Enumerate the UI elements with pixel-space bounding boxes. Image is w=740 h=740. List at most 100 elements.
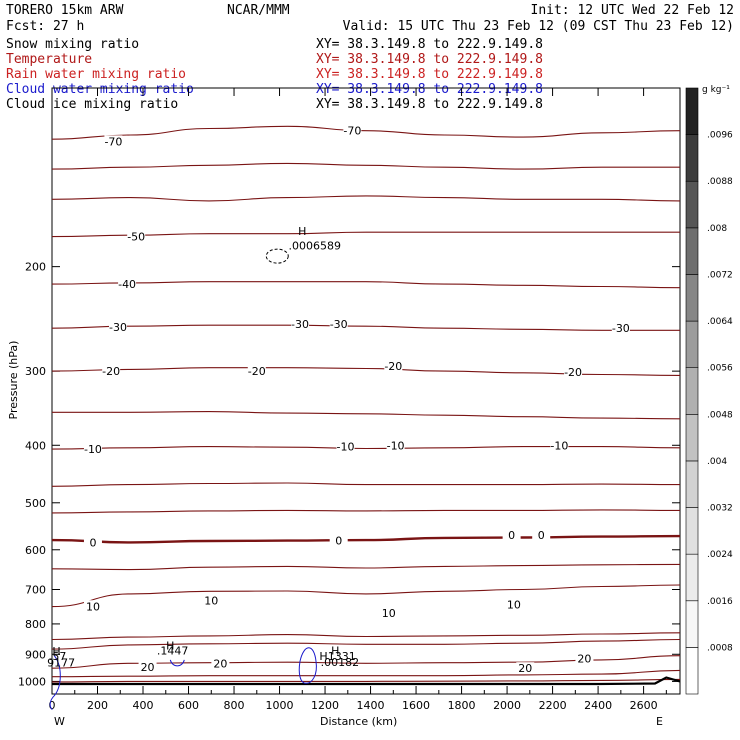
field-list: Snow mixing ratio XY= 38.3.149.8 to 222.9… bbox=[6, 37, 543, 112]
temperature-label: -20 bbox=[564, 366, 582, 379]
temperature-contour bbox=[51, 324, 680, 331]
colorbar-swatch bbox=[685, 600, 699, 648]
y-tick-label: 700 bbox=[25, 584, 46, 597]
y-tick-label: 1000 bbox=[18, 675, 46, 688]
contour-label-bg bbox=[291, 318, 310, 330]
extremum-label: H1331 bbox=[319, 650, 355, 663]
center-title: NCAR/MMM bbox=[227, 3, 290, 18]
y-tick-label: 300 bbox=[25, 365, 46, 378]
temperature-label: -70 bbox=[104, 135, 122, 148]
x-tick-label: 1400 bbox=[357, 699, 385, 712]
field-name: Cloud water mixing ratio bbox=[6, 82, 194, 97]
contour-label-bg bbox=[336, 440, 355, 452]
colorbar-label: .0008 bbox=[707, 643, 733, 653]
contour-label-bg bbox=[127, 230, 146, 242]
plot-frame bbox=[51, 87, 681, 695]
x-tick-label: 1600 bbox=[402, 699, 430, 712]
y-tick-label: 900 bbox=[25, 648, 46, 661]
contour-label-bg bbox=[83, 600, 102, 612]
contour-label-bg bbox=[202, 594, 221, 606]
contour-label-bg bbox=[118, 278, 137, 290]
field-xy: XY= 38.3.149.8 to 222.9.149.8 bbox=[316, 67, 543, 82]
temperature-label: 0 bbox=[89, 536, 96, 549]
y-tick-label: 400 bbox=[25, 439, 46, 452]
extremum-label: .00182 bbox=[321, 656, 360, 669]
colorbar-swatch bbox=[685, 87, 699, 135]
x-axis-label: Distance (km) bbox=[320, 715, 397, 728]
temperature-label: 20 bbox=[141, 661, 155, 674]
temperature-contour bbox=[51, 367, 681, 376]
east-label: E bbox=[656, 715, 663, 728]
temperature-label: 10 bbox=[507, 599, 521, 612]
y-tick-label: 800 bbox=[25, 618, 46, 631]
colorbar-swatch bbox=[685, 274, 699, 322]
temperature-label: -20 bbox=[102, 365, 120, 378]
temperature-label: -20 bbox=[384, 360, 402, 373]
colorbar-swatch bbox=[685, 414, 699, 462]
contour-label-bg bbox=[379, 607, 398, 619]
colorbar-swatch bbox=[685, 460, 699, 508]
colorbar-unit: g kg⁻¹ bbox=[702, 85, 730, 95]
temperature-label: 10 bbox=[86, 600, 100, 613]
contour-label-bg bbox=[504, 598, 523, 610]
contour-label-bg bbox=[211, 657, 230, 669]
field-xy: XY= 38.3.149.8 to 222.9.149.8 bbox=[316, 37, 543, 52]
model-title: TORERO 15km ARW bbox=[6, 3, 124, 18]
x-tick-label: 1000 bbox=[266, 699, 294, 712]
contour-label-bg bbox=[329, 318, 348, 330]
colorbar: .0008 .0016 .0024 .0032 .004 .0048 .0056 .0064.… bbox=[685, 85, 733, 695]
valid-time: Valid: 15 UTC Thu 23 Feb 12 (09 CST Thu … bbox=[343, 19, 734, 34]
temperature-contour bbox=[51, 669, 681, 678]
temperature-label: -10 bbox=[550, 439, 568, 452]
field-name: Temperature bbox=[6, 52, 92, 67]
x-tick-label: 600 bbox=[178, 699, 199, 712]
extremum-label: .0006589 bbox=[289, 239, 342, 252]
colorbar-swatch bbox=[685, 320, 699, 368]
contour-label-bg bbox=[564, 365, 583, 377]
contour-label-bg bbox=[104, 135, 123, 147]
temperature-contour bbox=[51, 584, 681, 608]
temperature-contour bbox=[51, 281, 681, 289]
temperature-label: -20 bbox=[248, 365, 266, 378]
x-tick-label: 1800 bbox=[448, 699, 476, 712]
field-xy: XY= 38.3.149.8 to 222.9.149.8 bbox=[316, 82, 543, 97]
x-tick-label: 2600 bbox=[630, 699, 658, 712]
colorbar-label: .0056 bbox=[707, 364, 733, 374]
field-xy: XY= 38.3.149.8 to 222.9.149.8 bbox=[316, 97, 543, 112]
cloud-water-contour bbox=[298, 647, 317, 684]
colorbar-swatch bbox=[685, 134, 699, 182]
temperature-contour bbox=[51, 509, 681, 514]
x-tick-label: 800 bbox=[224, 699, 245, 712]
contour-label-bg bbox=[343, 124, 362, 136]
field-xy: XY= 38.3.149.8 to 222.9.149.8 bbox=[316, 52, 543, 67]
contour-label-bg bbox=[516, 662, 535, 674]
temperature-contour bbox=[51, 632, 681, 641]
temperature-label: -50 bbox=[127, 231, 145, 244]
colorbar-label: .004 bbox=[707, 457, 727, 467]
colorbar-swatch bbox=[685, 647, 699, 695]
colorbar-label: .0016 bbox=[707, 597, 733, 607]
x-tick-label: 400 bbox=[133, 699, 154, 712]
temperature-label: -30 bbox=[612, 322, 630, 335]
temperature-contour bbox=[51, 125, 681, 140]
contour-label-bg bbox=[502, 529, 521, 541]
temperature-label: -10 bbox=[337, 441, 355, 454]
colorbar-swatch bbox=[685, 553, 699, 602]
temperature-label: 10 bbox=[204, 594, 218, 607]
plot-area: Distance (km) Pressure (hPa) W E 0 200 400… bbox=[7, 87, 681, 728]
x-tick-label: 2400 bbox=[584, 699, 612, 712]
colorbar-label: .0032 bbox=[707, 504, 733, 514]
temperature-label: -40 bbox=[118, 278, 136, 291]
temperature-label: -30 bbox=[330, 318, 348, 331]
temperature-contour bbox=[51, 195, 681, 202]
contour-label-bg bbox=[83, 443, 102, 455]
colorbar-label: .0064 bbox=[707, 317, 733, 327]
x-tick-label: 0 bbox=[49, 699, 56, 712]
contour-label-bg bbox=[247, 365, 266, 377]
contour-label-bg bbox=[329, 534, 348, 546]
temperature-label: 20 bbox=[518, 662, 532, 675]
temperature-label: 0 bbox=[335, 535, 342, 548]
temperature-label: -30 bbox=[109, 321, 127, 334]
extremum-label: .57 bbox=[49, 650, 67, 663]
